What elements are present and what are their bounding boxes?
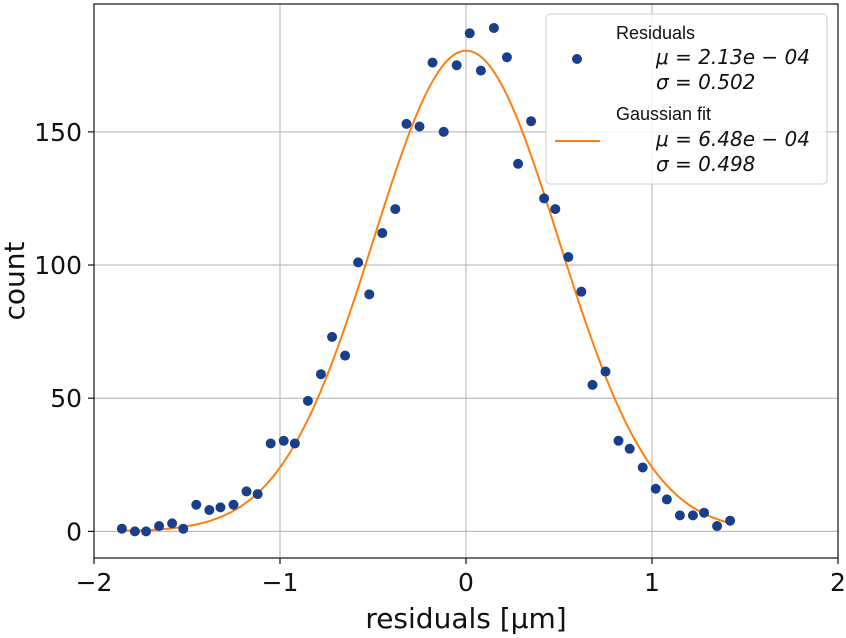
residual-point bbox=[613, 435, 624, 446]
residual-point bbox=[563, 252, 574, 263]
axis-ticks: −2 −1 0 1 2 0 50 100 150 bbox=[34, 118, 846, 597]
residual-point bbox=[390, 204, 401, 215]
residual-point bbox=[414, 121, 425, 132]
residual-points-layer bbox=[116, 22, 736, 537]
residual-point bbox=[587, 379, 598, 390]
x-axis-label: residuals [μm] bbox=[365, 602, 566, 635]
legend-box bbox=[545, 13, 828, 185]
legend-label-residuals: Residuals bbox=[616, 23, 695, 43]
residual-point bbox=[637, 462, 648, 473]
residual-point bbox=[141, 526, 152, 537]
residual-point bbox=[278, 435, 289, 446]
residual-point bbox=[427, 57, 438, 68]
residual-point bbox=[526, 116, 537, 127]
residual-point bbox=[501, 52, 512, 63]
residual-point bbox=[674, 510, 685, 521]
residual-point bbox=[712, 521, 723, 532]
residual-point bbox=[129, 526, 140, 537]
residual-point bbox=[377, 228, 388, 239]
residual-point bbox=[340, 350, 351, 361]
residual-point bbox=[464, 28, 475, 39]
residual-point bbox=[116, 523, 127, 534]
legend-fit-mu: μ = 6.48e − 04 bbox=[655, 127, 810, 151]
y-axis-label: count bbox=[0, 241, 31, 320]
residual-point bbox=[539, 193, 550, 204]
y-tick-label: 0 bbox=[66, 517, 82, 546]
x-tick-label: −2 bbox=[76, 568, 113, 597]
residual-point bbox=[650, 483, 661, 494]
legend-marker-points bbox=[572, 54, 582, 64]
residual-point bbox=[252, 489, 263, 500]
residual-point bbox=[699, 507, 710, 518]
residual-point bbox=[204, 505, 215, 516]
x-tick-label: 2 bbox=[830, 568, 846, 597]
gaussian-fit-layer bbox=[121, 49, 731, 532]
y-tick-label: 50 bbox=[50, 384, 82, 413]
residual-point bbox=[550, 204, 561, 215]
y-tick-label: 150 bbox=[34, 118, 82, 147]
residual-point bbox=[191, 499, 202, 510]
residual-point bbox=[600, 366, 611, 377]
residual-point bbox=[725, 515, 736, 526]
residual-point bbox=[241, 486, 252, 497]
residual-point bbox=[289, 438, 300, 449]
residual-point bbox=[167, 518, 178, 529]
residual-point bbox=[475, 65, 486, 76]
residual-point bbox=[315, 369, 326, 380]
residual-point bbox=[401, 118, 412, 129]
residual-point bbox=[488, 22, 499, 33]
residual-point bbox=[624, 443, 635, 454]
residual-point bbox=[215, 502, 226, 513]
residual-point bbox=[576, 286, 587, 297]
y-tick-label: 100 bbox=[34, 251, 82, 280]
residual-point bbox=[661, 494, 672, 505]
residual-point bbox=[687, 510, 698, 521]
residual-point bbox=[265, 438, 276, 449]
legend-fit-sigma: σ = 0.498 bbox=[656, 152, 755, 176]
x-tick-label: 1 bbox=[644, 568, 660, 597]
legend-label-gaussian-fit: Gaussian fit bbox=[616, 104, 711, 124]
residual-point bbox=[302, 395, 313, 406]
legend: Residuals μ = 2.13e − 04 σ = 0.502 Gauss… bbox=[545, 13, 828, 185]
residual-point bbox=[228, 499, 239, 510]
residual-point bbox=[353, 257, 364, 268]
residual-point bbox=[178, 523, 189, 534]
x-tick-label: 0 bbox=[458, 568, 474, 597]
residual-point bbox=[513, 158, 524, 169]
residual-point bbox=[154, 521, 165, 532]
residual-point bbox=[327, 331, 338, 342]
residual-point bbox=[438, 126, 449, 137]
residual-point bbox=[364, 289, 375, 300]
gaussian-fit-line bbox=[121, 49, 731, 532]
residual-point bbox=[451, 60, 462, 71]
x-tick-label: −1 bbox=[262, 568, 299, 597]
legend-residuals-mu: μ = 2.13e − 04 bbox=[655, 45, 810, 69]
legend-residuals-sigma: σ = 0.502 bbox=[656, 70, 755, 94]
